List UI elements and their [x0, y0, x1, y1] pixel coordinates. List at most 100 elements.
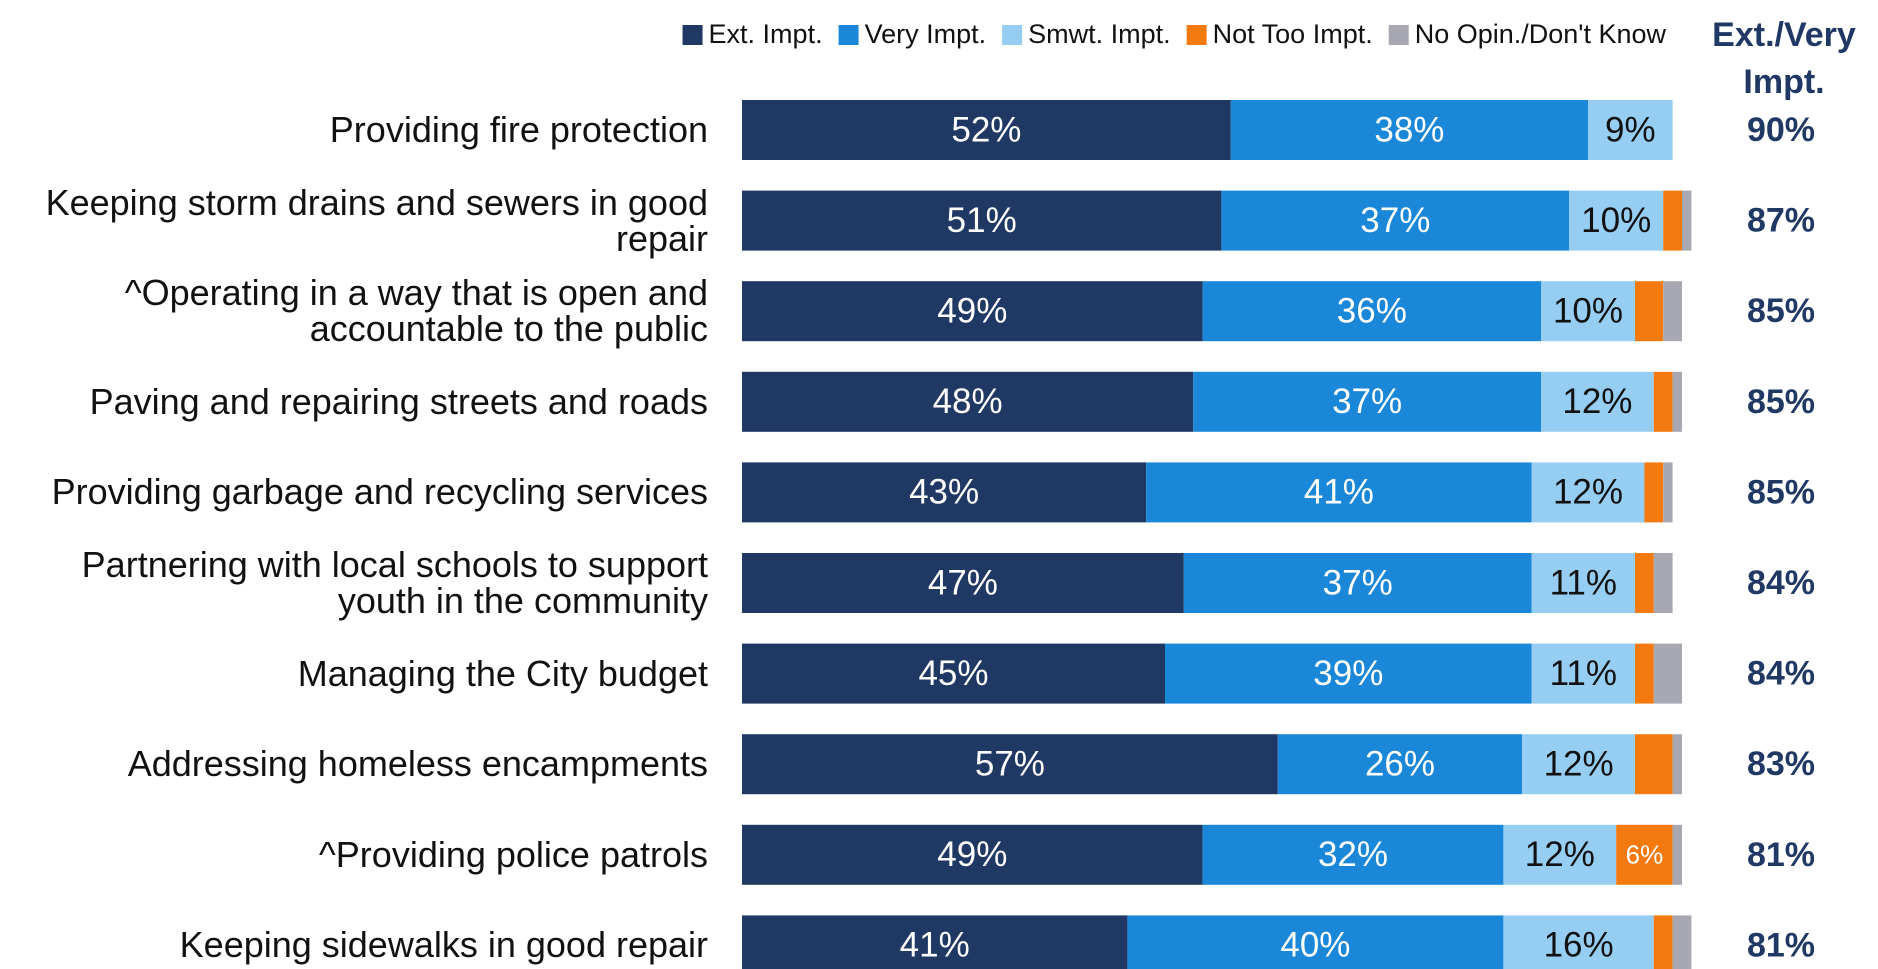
totals-header: Ext./Very Impt. — [1712, 16, 1856, 101]
data-label: 32% — [1318, 835, 1388, 874]
bar-segment — [1146, 462, 1532, 523]
data-label: 26% — [1365, 744, 1435, 783]
data-label: 11% — [1550, 654, 1617, 693]
bar-segment — [742, 281, 1203, 342]
bar-segment — [1531, 643, 1635, 704]
data-label: 48% — [933, 382, 1003, 421]
bar-segment — [1503, 824, 1617, 885]
data-label: 12% — [1525, 835, 1595, 874]
category-label: Partnering with local schools to support… — [81, 544, 708, 621]
category-label: ^Providing police patrols — [318, 833, 708, 875]
bar-segment — [1522, 734, 1635, 795]
data-label: 6% — [1626, 840, 1664, 870]
bar-segment — [742, 553, 1184, 613]
total-label: 85% — [1747, 383, 1815, 421]
bar-segment — [1277, 734, 1523, 795]
legend-swatch — [682, 25, 703, 45]
data-label: 41% — [900, 926, 970, 965]
category-label: Providing fire protection — [329, 109, 708, 150]
bar-segment — [1635, 643, 1654, 704]
data-label: 51% — [947, 201, 1017, 240]
legend-label: Not Too Impt. — [1213, 19, 1373, 49]
bar-segment — [1588, 100, 1673, 160]
data-label: 16% — [1544, 926, 1614, 965]
bar-segment — [1531, 462, 1645, 523]
bar-segment — [1663, 190, 1682, 251]
bar-segment — [742, 824, 1203, 885]
total-label: 85% — [1747, 292, 1815, 330]
category-label: Paving and repairing streets and roads — [89, 380, 708, 422]
bar-segment — [1672, 734, 1682, 795]
legend-label: No Opin./Don't Know — [1415, 19, 1667, 49]
bar-segment — [1663, 281, 1682, 342]
bar-segment — [1183, 553, 1532, 613]
bar-segment — [1165, 643, 1532, 704]
legend-label: Smwt. Impt. — [1028, 19, 1171, 49]
bar-segment — [1531, 553, 1635, 613]
data-label: 41% — [1304, 473, 1374, 512]
total-label: 85% — [1747, 473, 1815, 511]
bar-segment — [1672, 371, 1682, 432]
data-label: 52% — [951, 110, 1021, 149]
bar-segment — [742, 734, 1278, 795]
bar-segment — [742, 462, 1147, 523]
bar-segment — [742, 190, 1222, 251]
category-label: Keeping storm drains and sewers in good … — [45, 181, 708, 259]
legend-label: Very Impt. — [865, 19, 987, 49]
legend-swatch — [1388, 25, 1409, 45]
bar-segment — [1653, 371, 1673, 432]
bar-segment — [1221, 190, 1570, 251]
total-label: 87% — [1747, 202, 1815, 240]
total-label: 84% — [1747, 655, 1815, 693]
bar-segment — [1541, 281, 1635, 342]
data-label: 43% — [909, 473, 979, 512]
bar-segment — [1230, 100, 1588, 160]
bar-segment — [1202, 824, 1504, 885]
total-label: 90% — [1747, 111, 1815, 149]
total-label: 81% — [1747, 926, 1815, 964]
bar-segment — [1672, 915, 1692, 969]
category-label: Keeping sidewalks in good repair — [179, 924, 708, 966]
data-label: 47% — [928, 563, 998, 602]
bar-segment — [1193, 371, 1541, 432]
category-label: Providing garbage and recycling services — [51, 471, 708, 513]
data-label: 37% — [1332, 382, 1402, 421]
bar-segment — [1672, 824, 1682, 885]
data-label: 38% — [1374, 110, 1444, 149]
legend-swatch — [1186, 25, 1207, 45]
data-label: 36% — [1337, 291, 1407, 330]
category-label: ^Operating in a way that is open and acc… — [124, 272, 708, 350]
data-label: 12% — [1544, 744, 1614, 783]
bar-segment — [742, 100, 1231, 160]
bar-segment — [742, 915, 1128, 969]
data-label: 9% — [1605, 110, 1656, 149]
data-label: 11% — [1550, 563, 1617, 602]
bar-segment — [1503, 915, 1654, 969]
bar-segment — [1541, 371, 1654, 432]
data-label: 49% — [937, 291, 1007, 330]
legend-label: Ext. Impt. — [709, 19, 823, 49]
bar-segment — [1202, 281, 1541, 342]
legend-swatch — [1002, 25, 1023, 45]
data-label: 39% — [1313, 654, 1383, 693]
total-label: 81% — [1747, 836, 1815, 874]
data-label: 49% — [937, 835, 1007, 874]
bar-segment — [1644, 462, 1664, 523]
data-label: 12% — [1553, 473, 1623, 512]
bar-segment — [1635, 281, 1664, 342]
bar-segment — [1616, 824, 1673, 885]
data-label: 57% — [975, 744, 1045, 783]
data-label: 40% — [1280, 926, 1350, 965]
total-label: 84% — [1747, 564, 1815, 602]
bar-segment — [1635, 734, 1673, 795]
data-label: 10% — [1581, 201, 1651, 240]
bar-segment — [1653, 553, 1673, 613]
data-label: 45% — [918, 654, 988, 693]
legend-swatch — [838, 25, 859, 45]
bar-segment — [1635, 553, 1654, 613]
bar-segment — [742, 371, 1194, 432]
data-label: 37% — [1323, 563, 1393, 602]
bar-segment — [1127, 915, 1504, 969]
bar-segment — [1569, 190, 1664, 251]
